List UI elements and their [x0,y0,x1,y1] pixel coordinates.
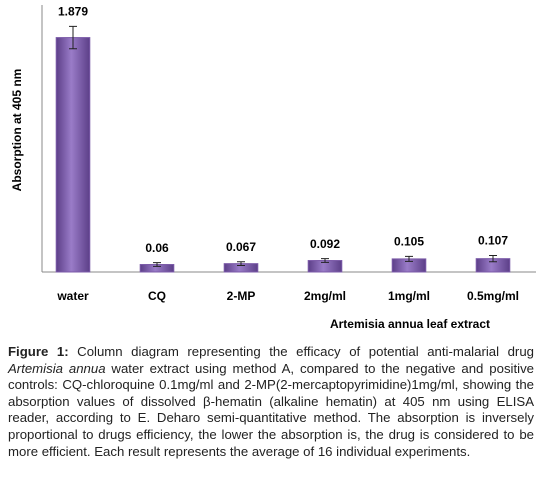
x-tick-label: 0.5mg/ml [467,289,519,303]
y-axis-label: Absorption at 405 nm [10,69,24,192]
data-label: 0.06 [145,241,169,255]
x-tick-label: CQ [148,289,166,303]
chart: Absorption at 405 nm Artemisia annua lea… [10,5,536,331]
x-tick-label: water [56,289,89,303]
x-tick-label: 2mg/ml [304,289,346,303]
data-label: 0.067 [226,240,256,254]
error-bar [237,261,245,267]
data-label: 0.107 [478,234,508,248]
caption: Figure 1: Column diagram representing th… [8,344,534,460]
x-axis-label: Artemisia annua leaf extract [330,317,490,331]
data-label: 0.105 [394,235,424,249]
error-bar [405,255,413,262]
bar [55,37,91,273]
caption-text: Column diagram representing the efficacy… [68,344,534,359]
data-label: 0.092 [310,237,340,251]
error-bar [489,255,497,263]
x-tick-label: 1mg/ml [388,289,430,303]
caption-label: Figure 1: [8,344,69,359]
x-tick-label: 2-MP [227,289,256,303]
error-bar [321,258,329,263]
caption-text: water extract using method A, compared t… [8,360,534,459]
error-bar [69,25,77,50]
data-label: 1.879 [58,5,88,19]
caption-italic: Artemisia annua [8,360,106,376]
error-bar [153,262,161,267]
